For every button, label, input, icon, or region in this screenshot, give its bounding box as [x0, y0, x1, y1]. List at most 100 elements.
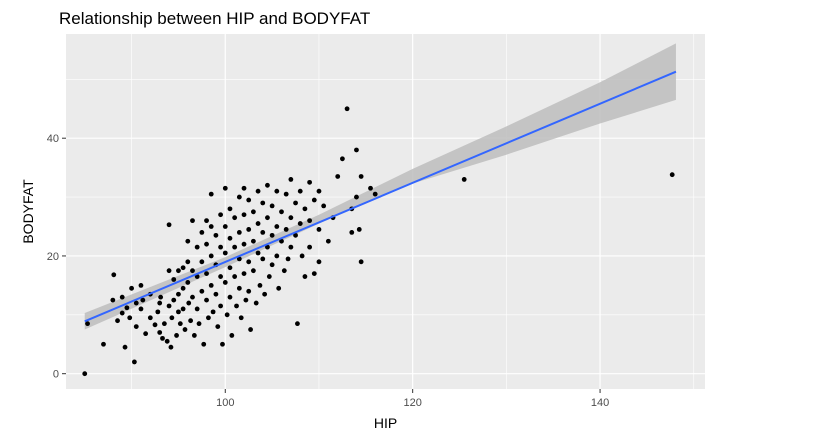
- data-point: [255, 250, 261, 256]
- data-point: [321, 203, 327, 209]
- data-point: [358, 174, 364, 179]
- data-point: [194, 306, 200, 312]
- data-point: [185, 238, 191, 244]
- y-tick-label: 20: [47, 251, 59, 263]
- data-point: [199, 259, 205, 265]
- data-point: [222, 224, 228, 229]
- data-point: [161, 321, 167, 327]
- data-point: [269, 262, 275, 268]
- data-point: [171, 277, 177, 282]
- data-point: [253, 300, 259, 306]
- data-point: [358, 259, 364, 265]
- data-point: [354, 147, 359, 153]
- data-point: [356, 227, 362, 232]
- data-point: [279, 209, 284, 215]
- data-point: [110, 297, 116, 303]
- data-point: [288, 177, 294, 182]
- data-point: [316, 188, 322, 194]
- x-tick-label: 120: [403, 397, 421, 409]
- data-point: [269, 232, 275, 238]
- data-point: [157, 300, 163, 306]
- data-point: [190, 218, 195, 224]
- data-point: [302, 274, 308, 279]
- data-point: [241, 185, 247, 191]
- x-tick-label: 140: [591, 397, 609, 409]
- data-point: [281, 268, 287, 274]
- data-point: [260, 256, 266, 262]
- data-point: [246, 227, 252, 232]
- data-point: [227, 265, 233, 271]
- data-point: [155, 309, 161, 315]
- data-point: [122, 344, 128, 350]
- y-tick-label: 0: [53, 369, 59, 381]
- data-point: [283, 191, 289, 197]
- data-point: [236, 285, 242, 291]
- data-point: [190, 268, 195, 274]
- data-point: [236, 229, 242, 235]
- data-point: [220, 341, 225, 347]
- data-point: [182, 327, 188, 332]
- data-point: [176, 268, 181, 274]
- data-point: [285, 256, 291, 262]
- data-point: [143, 331, 149, 337]
- data-point: [236, 256, 242, 262]
- data-point: [119, 294, 125, 300]
- data-point: [158, 294, 164, 300]
- data-point: [180, 306, 186, 312]
- data-point: [222, 185, 228, 191]
- data-point: [279, 238, 284, 244]
- grid-minor: [66, 34, 705, 389]
- data-point: [316, 227, 322, 232]
- data-point: [190, 294, 195, 300]
- data-point: [260, 229, 266, 235]
- data-point: [241, 241, 247, 247]
- data-point: [368, 185, 373, 191]
- data-point: [138, 306, 144, 312]
- data-point: [238, 315, 244, 321]
- data-point: [265, 182, 270, 188]
- data-point: [246, 288, 252, 294]
- data-point: [227, 294, 233, 300]
- data-point: [194, 244, 200, 250]
- data-point: [269, 203, 275, 209]
- data-point: [349, 229, 355, 235]
- data-point: [208, 224, 214, 229]
- data-point: [241, 271, 247, 277]
- data-point: [372, 191, 378, 197]
- data-point: [168, 344, 174, 350]
- data-point: [204, 297, 209, 303]
- data-point: [115, 318, 120, 324]
- data-point: [250, 268, 256, 274]
- data-point: [344, 106, 350, 112]
- data-point: [295, 321, 300, 327]
- data-point: [266, 274, 272, 279]
- data-point: [208, 253, 214, 259]
- data-point: [311, 197, 317, 203]
- data-point: [262, 291, 268, 297]
- data-point: [185, 280, 191, 285]
- data-point: [283, 227, 289, 232]
- data-point: [140, 297, 146, 303]
- data-point: [174, 333, 179, 338]
- data-point: [180, 285, 186, 291]
- data-point: [129, 285, 134, 291]
- data-point: [133, 300, 139, 306]
- data-point: [288, 215, 294, 221]
- data-point: [274, 253, 280, 259]
- data-point: [234, 303, 239, 309]
- regression-line-layer: [84, 70, 677, 323]
- y-tick-label: 40: [47, 133, 59, 145]
- data-point: [185, 259, 191, 265]
- data-point: [131, 359, 137, 365]
- data-point: [218, 212, 223, 218]
- data-point: [288, 244, 294, 250]
- data-point: [164, 338, 170, 344]
- data-point: [255, 221, 261, 226]
- x-tick-label: 100: [216, 397, 234, 409]
- data-point: [250, 209, 256, 215]
- data-point: [218, 274, 223, 279]
- data-point: [461, 177, 467, 182]
- data-point: [224, 312, 230, 318]
- data-point: [133, 324, 139, 329]
- data-point: [166, 303, 172, 309]
